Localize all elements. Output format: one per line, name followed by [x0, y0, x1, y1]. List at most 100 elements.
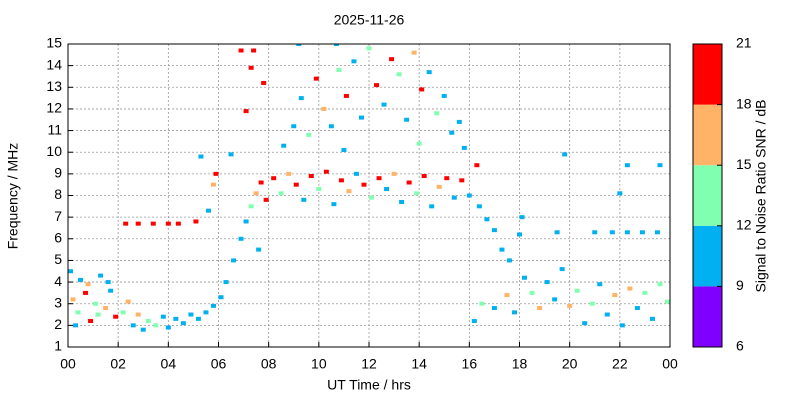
point [105, 280, 111, 285]
point [321, 106, 327, 111]
y-tick-label: 12 [46, 100, 62, 116]
x-tick-label: 00 [662, 356, 678, 372]
point [649, 316, 655, 321]
point [404, 117, 410, 122]
point [243, 219, 249, 224]
x-tick-label: 06 [211, 356, 227, 372]
colorbar-tick-label: 18 [736, 95, 752, 111]
point [205, 208, 211, 213]
point [406, 180, 412, 185]
point [639, 230, 645, 235]
point [353, 171, 359, 176]
point [552, 297, 558, 302]
x-tick-label: 00 [60, 356, 76, 372]
point [624, 163, 630, 168]
point [333, 44, 339, 46]
x-tick-label: 02 [110, 356, 126, 372]
y-tick-label: 13 [46, 78, 62, 94]
colorbar-tick-label: 15 [736, 156, 752, 172]
point [195, 316, 201, 321]
point [416, 141, 422, 146]
point [619, 323, 625, 328]
point [491, 228, 497, 233]
point [248, 204, 254, 209]
point [444, 176, 450, 181]
point [316, 187, 322, 192]
point [308, 174, 314, 179]
point [657, 282, 663, 287]
point [554, 230, 560, 235]
colorbar-segment [693, 44, 722, 105]
x-tick-label: 10 [311, 356, 327, 372]
y-tick-label: 10 [46, 143, 62, 159]
y-tick-label: 6 [54, 229, 62, 245]
point [261, 80, 267, 85]
colorbar-segment [693, 104, 722, 166]
point [298, 96, 304, 101]
point [642, 290, 648, 295]
point [293, 182, 299, 187]
point [436, 184, 442, 189]
point [153, 323, 159, 328]
y-tick-label: 11 [47, 121, 62, 137]
point [459, 178, 465, 183]
point [346, 189, 352, 194]
point [210, 182, 216, 187]
point [612, 293, 618, 298]
point [479, 301, 485, 306]
point [471, 319, 477, 324]
colorbar-segment [693, 225, 722, 287]
point [145, 319, 151, 324]
point [85, 282, 91, 287]
point [296, 44, 302, 46]
point [213, 171, 219, 176]
point [70, 297, 76, 302]
colorbar-tick-label: 21 [736, 35, 752, 51]
point [426, 70, 432, 75]
point [351, 59, 357, 64]
point [391, 171, 397, 176]
point [83, 290, 89, 295]
colorbar-segment [693, 165, 722, 226]
point [522, 275, 528, 280]
point [529, 290, 535, 295]
point [231, 258, 237, 263]
x-tick-label: 04 [161, 356, 177, 372]
point [258, 180, 264, 185]
point [180, 321, 186, 326]
y-tick-label: 9 [54, 165, 62, 181]
point [429, 204, 435, 209]
point [173, 316, 179, 321]
point [338, 178, 344, 183]
y-tick-label: 1 [54, 338, 62, 354]
point [331, 202, 337, 207]
point [253, 191, 259, 196]
colorbar-frame [692, 43, 723, 348]
point [198, 154, 204, 159]
point [203, 310, 209, 315]
point [73, 323, 79, 328]
point [592, 230, 598, 235]
grid [67, 43, 671, 348]
point [384, 187, 390, 192]
point [263, 197, 269, 202]
point [256, 247, 262, 252]
point [519, 215, 525, 220]
point [511, 310, 517, 315]
point [165, 325, 171, 330]
point [374, 83, 380, 88]
point [517, 232, 522, 237]
point [567, 303, 573, 308]
point [597, 282, 603, 287]
point [336, 67, 342, 72]
point [135, 221, 141, 226]
point [113, 314, 119, 319]
y-tick-label: 4 [54, 273, 62, 289]
point [449, 130, 455, 135]
point [88, 319, 94, 324]
x-axis-label: UT Time / hrs [327, 377, 411, 393]
point [504, 293, 510, 298]
point [604, 312, 610, 317]
x-tick-label: 12 [361, 356, 377, 372]
point [627, 286, 633, 291]
